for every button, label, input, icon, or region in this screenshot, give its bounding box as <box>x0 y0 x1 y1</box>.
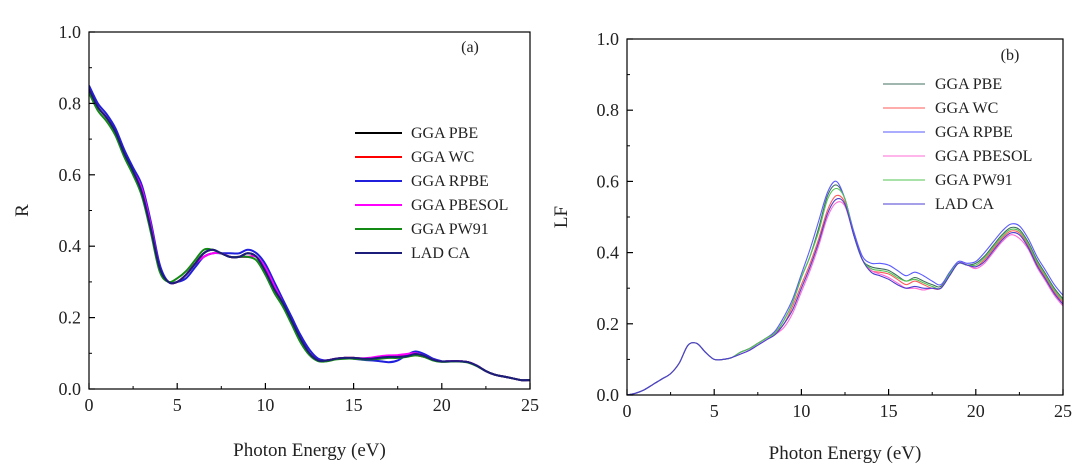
x-tick-label: 10 <box>256 395 274 415</box>
y-tick-label: 1.0 <box>59 22 82 42</box>
y-tick-label: 1.0 <box>597 29 620 49</box>
y-axis-title: R <box>12 204 33 217</box>
x-tick-label: 25 <box>521 395 539 415</box>
legend-label: GGA WC <box>935 100 998 117</box>
x-tick-label: 15 <box>345 395 363 415</box>
x-tick-label: 20 <box>433 395 451 415</box>
series-line-lad-ca <box>89 88 530 382</box>
chart-panel-a: 0 5 10 15 20 25 0.0 0.2 0.4 0.6 0.8 1.0 Photon Energ… <box>12 22 539 461</box>
legend-label: GGA RPBE <box>411 173 489 190</box>
x-tick-label: 0 <box>623 401 632 421</box>
y-tick-label: 0.6 <box>59 165 82 185</box>
series-line-gga-pbe <box>627 184 1063 395</box>
x-tick-label: 15 <box>880 401 898 421</box>
x-tick-label: 20 <box>967 401 985 421</box>
panel-label: (a) <box>461 39 479 56</box>
series-line-lad-ca <box>627 198 1063 395</box>
legend-label: GGA PW91 <box>411 221 489 238</box>
legend-label: GGA PW91 <box>935 172 1013 189</box>
y-axis-title: LF <box>551 206 572 228</box>
legend-label: LAD CA <box>935 196 995 213</box>
legend-label: GGA PBE <box>935 76 1002 93</box>
panel-label: (b) <box>1001 47 1020 64</box>
series-group <box>627 180 1063 395</box>
y-tick-label: 0.0 <box>59 379 82 399</box>
y-tick-label: 0.4 <box>597 243 620 263</box>
x-tick-label: 25 <box>1054 401 1072 421</box>
series-line-gga-pw91 <box>627 187 1063 395</box>
series-line-gga-rpbe <box>627 180 1063 395</box>
y-tick-label: 0.0 <box>597 385 620 405</box>
y-tick-label: 0.6 <box>597 171 620 191</box>
y-tick-label: 0.2 <box>597 314 620 334</box>
legend-label: GGA PBESOL <box>935 148 1032 165</box>
x-tick-label: 5 <box>710 401 719 421</box>
y-tick-label: 0.8 <box>59 93 82 113</box>
legend-label: GGA RPBE <box>935 124 1013 141</box>
x-tick-label: 0 <box>85 395 94 415</box>
legend-label: GGA PBE <box>411 125 478 142</box>
legend-label: GGA PBESOL <box>411 197 508 214</box>
legend-label: GGA WC <box>411 149 474 166</box>
y-tick-label: 0.8 <box>597 100 620 120</box>
x-axis-title: Photon Energy (eV) <box>769 443 922 464</box>
legend: GGA PBE GGA WC GGA RPBE GGA PBESOL GGA PW91 L… <box>355 125 508 262</box>
x-axis-title: Photon Energy (eV) <box>233 440 386 461</box>
legend: GGA PBE GGA WC GGA RPBE GGA PBESOL GGA PW91 L… <box>883 76 1032 213</box>
y-tick-label: 0.4 <box>59 236 82 256</box>
x-tick-label: 5 <box>173 395 182 415</box>
legend-label: LAD CA <box>411 245 471 262</box>
series-line-gga-wc <box>627 194 1063 395</box>
series-line-gga-pbesol <box>627 201 1063 395</box>
y-tick-label: 0.2 <box>59 308 82 328</box>
chart-panel-b: 0 5 10 15 20 25 0.0 0.2 0.4 0.6 0.8 1.0 Photon Energ… <box>551 29 1072 464</box>
series-group <box>89 85 530 382</box>
x-tick-label: 10 <box>792 401 810 421</box>
